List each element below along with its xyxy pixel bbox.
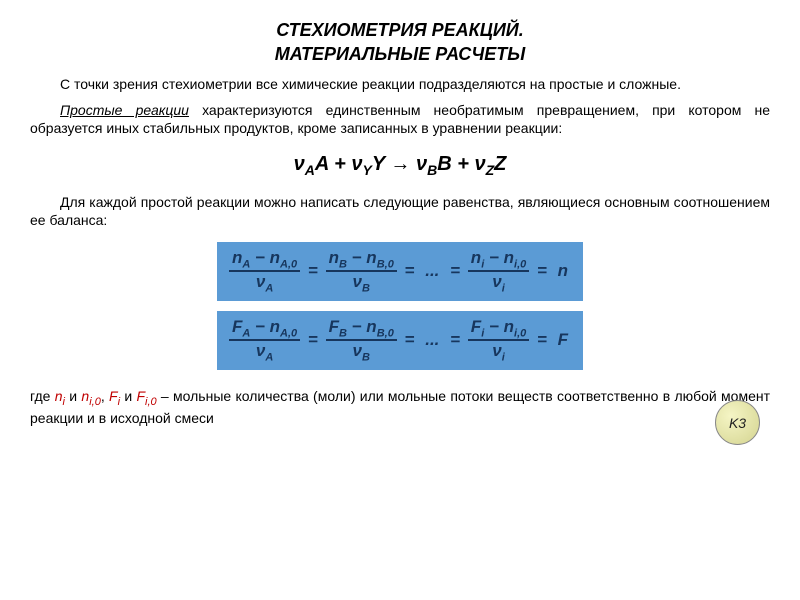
minus-nb0: − n: [347, 248, 377, 267]
frac-nb: nB − nB,0 νB: [326, 248, 397, 295]
formula-f-box: FA − nA,0 νA = FB − nB,0 νB = ... = Fi −…: [217, 311, 583, 370]
formula-n-box: nA − nA,0 νA = nB − nB,0 νB = ... = ni −…: [217, 242, 583, 301]
nu-y: ν: [351, 153, 362, 175]
eq-f4: =: [537, 330, 547, 349]
minus-na0: − n: [250, 248, 280, 267]
sub-b: B: [427, 162, 437, 178]
eq-4: =: [537, 261, 547, 280]
result-n: n: [558, 261, 568, 280]
frac-fb: FB − nB,0 νB: [326, 317, 397, 364]
eq-1: =: [308, 261, 318, 280]
dots-1: ...: [425, 261, 439, 280]
sub-nua: A: [265, 283, 273, 295]
k3-badge: K3: [715, 400, 760, 445]
f-b: F: [329, 317, 339, 336]
footer-definition: где ni и ni,0, Fi и Fi,0 – мольные колич…: [30, 387, 770, 427]
plus-1: +: [329, 153, 352, 175]
red-fi: Fi: [109, 388, 120, 404]
sub-a0: A,0: [280, 258, 297, 270]
result-f: F: [558, 330, 568, 349]
simple-reactions-paragraph: Простые реакции характеризуются единстве…: [30, 101, 770, 137]
var-y: Y: [372, 153, 385, 175]
sub-fa0: A,0: [280, 327, 297, 339]
formula-n-container: nA − nA,0 νA = nB − nB,0 νB = ... = ni −…: [30, 237, 770, 306]
var-a: A: [315, 153, 329, 175]
eq-3: =: [450, 261, 460, 280]
sub-b: B: [339, 258, 347, 270]
nu-fb-den: ν: [352, 341, 361, 360]
sub-z: Z: [486, 162, 495, 178]
nu-fi-den: ν: [492, 341, 501, 360]
where-label: где: [30, 388, 55, 404]
f-a: F: [232, 317, 242, 336]
arrow: →: [385, 153, 416, 175]
red-fi0: Fi,0: [136, 388, 156, 404]
f-i: F: [471, 317, 481, 336]
minus-fb0: − n: [347, 317, 377, 336]
eq-f3: =: [450, 330, 460, 349]
n-i: n: [471, 248, 481, 267]
sub-y: Y: [363, 162, 372, 178]
page-subtitle: МАТЕРИАЛЬНЫЕ РАСЧЕТЫ: [30, 44, 770, 65]
nu-a-den: ν: [256, 272, 265, 291]
var-b: B: [437, 153, 451, 175]
page-title: СТЕХИОМЕТРИЯ РЕАКЦИЙ.: [30, 20, 770, 41]
frac-na: nA − nA,0 νA: [229, 248, 300, 295]
and-2: и: [120, 388, 136, 404]
nu-z: ν: [474, 153, 485, 175]
eq-f2: =: [405, 330, 415, 349]
dots-f: ...: [425, 330, 439, 349]
plus-2: +: [452, 153, 475, 175]
sub-a: A: [305, 162, 315, 178]
frac-fa: FA − nA,0 νA: [229, 317, 300, 364]
frac-fi: Fi − ni,0 νi: [468, 317, 529, 364]
nu-a: ν: [294, 153, 305, 175]
and-1: и: [65, 388, 81, 404]
n-b: n: [329, 248, 339, 267]
nu-i-den: ν: [492, 272, 501, 291]
sub-nub: B: [362, 283, 370, 295]
sub-fi0: i,0: [514, 327, 526, 339]
eq-f1: =: [308, 330, 318, 349]
sub-nufa: A: [265, 352, 273, 364]
var-z: Z: [494, 153, 506, 175]
nu-b-den: ν: [352, 272, 361, 291]
sub-b0: B,0: [377, 258, 394, 270]
eq-2: =: [405, 261, 415, 280]
sub-fb: B: [339, 327, 347, 339]
minus-fa0: − n: [250, 317, 280, 336]
minus-ni0: − n: [484, 248, 514, 267]
sub-i0: i,0: [514, 258, 526, 270]
nu-b: ν: [416, 153, 427, 175]
balance-paragraph: Для каждой простой реакции можно написат…: [30, 193, 770, 229]
reaction-equation: νAA + νYY → νBB + νZZ: [30, 153, 770, 178]
frac-ni: ni − ni,0 νi: [468, 248, 529, 295]
formula-f-container: FA − nA,0 νA = FB − nB,0 νB = ... = Fi −…: [30, 306, 770, 375]
term-simple-reactions: Простые реакции: [60, 102, 189, 118]
sub-nui: i: [502, 283, 505, 295]
n-a: n: [232, 248, 242, 267]
nu-fa-den: ν: [256, 341, 265, 360]
sub-nufi: i: [502, 352, 505, 364]
red-ni: ni: [55, 388, 65, 404]
red-ni0: ni,0: [81, 388, 100, 404]
sub-fb0: B,0: [377, 327, 394, 339]
comma-1: ,: [101, 388, 109, 404]
minus-fi0: − n: [484, 317, 514, 336]
sub-nufb: B: [362, 352, 370, 364]
intro-paragraph: С точки зрения стехиометрии все химическ…: [30, 75, 770, 93]
